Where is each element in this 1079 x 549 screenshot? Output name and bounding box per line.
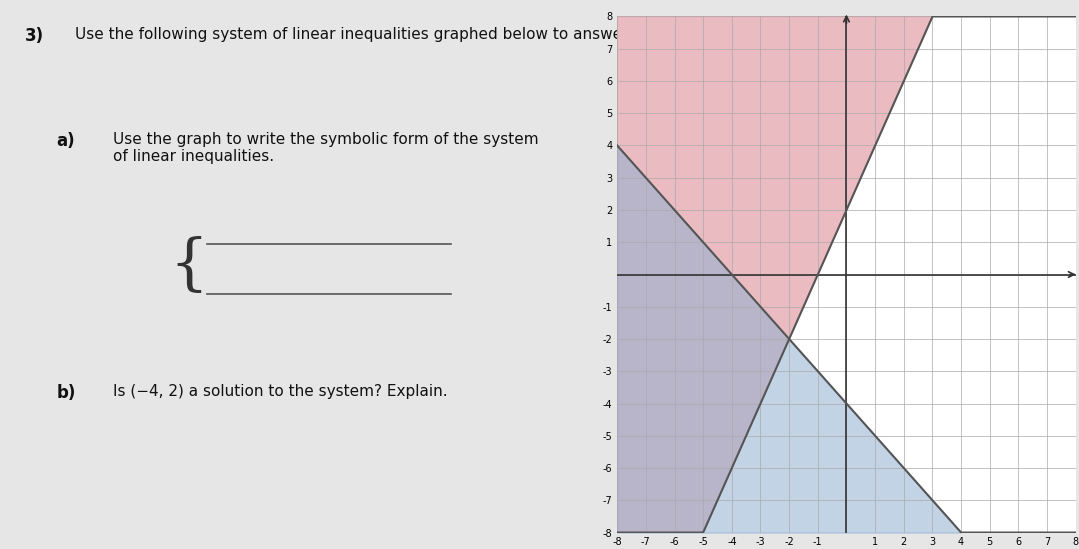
Text: a): a) [56, 132, 74, 150]
Text: b): b) [56, 384, 76, 402]
Text: {: { [169, 236, 208, 296]
Text: Use the graph to write the symbolic form of the system
of linear inequalities.: Use the graph to write the symbolic form… [112, 132, 538, 164]
Text: Use the following system of linear inequalities graphed below to answer the ques: Use the following system of linear inequ… [76, 27, 742, 42]
Text: 3): 3) [25, 27, 44, 46]
Text: Is (−4, 2) a solution to the system? Explain.: Is (−4, 2) a solution to the system? Exp… [112, 384, 448, 399]
